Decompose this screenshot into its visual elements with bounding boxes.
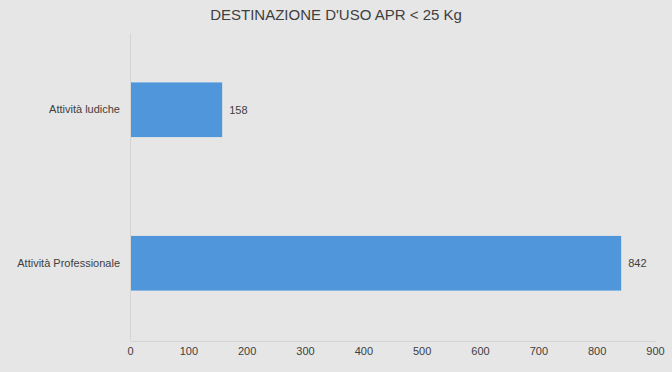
x-tick-label: 200: [238, 345, 256, 357]
y-tick: Attività Professionale: [17, 257, 130, 269]
x-tick-label: 500: [413, 345, 431, 357]
x-tick-label: 800: [588, 345, 606, 357]
x-tick-label: 300: [296, 345, 314, 357]
x-tick: 900: [646, 341, 664, 357]
x-tick-label: 400: [355, 345, 373, 357]
x-axis: 0 100 200 300 400 500 600 700 800 900: [127, 341, 664, 357]
background: [0, 0, 672, 372]
x-tick-label: 900: [646, 345, 664, 357]
x-tick-label: 700: [530, 345, 548, 357]
y-tick: Attività ludiche: [49, 103, 130, 115]
x-axis-line: [131, 341, 656, 342]
x-tick: 800: [588, 341, 606, 357]
y-axis-line: [130, 34, 131, 341]
y-axis: Attività ludiche Attività Professionale: [17, 34, 130, 341]
x-tick: 0: [127, 341, 133, 357]
x-tick: 500: [413, 341, 431, 357]
chart: DESTINAZIONE D'USO APR < 25 Kg 158 842 0 100…: [0, 0, 672, 372]
x-tick: 400: [355, 341, 373, 357]
x-tick: 700: [530, 341, 548, 357]
data-label: 158: [229, 104, 247, 116]
x-tick: 200: [238, 341, 256, 357]
data-labels: 158 842: [229, 104, 646, 270]
y-tick-label: Attività Professionale: [17, 257, 120, 269]
bar: [130, 236, 621, 291]
bar: [130, 82, 222, 137]
bars: [130, 82, 621, 290]
x-tick: 100: [180, 341, 198, 357]
y-tick-label: Attività ludiche: [49, 103, 120, 115]
x-tick: 600: [471, 341, 489, 357]
x-tick-label: 600: [471, 345, 489, 357]
x-tick-label: 0: [127, 345, 133, 357]
data-label: 842: [628, 257, 646, 269]
title: DESTINAZIONE D'USO APR < 25 Kg: [210, 6, 462, 23]
x-tick: 300: [296, 341, 314, 357]
x-tick-label: 100: [180, 345, 198, 357]
